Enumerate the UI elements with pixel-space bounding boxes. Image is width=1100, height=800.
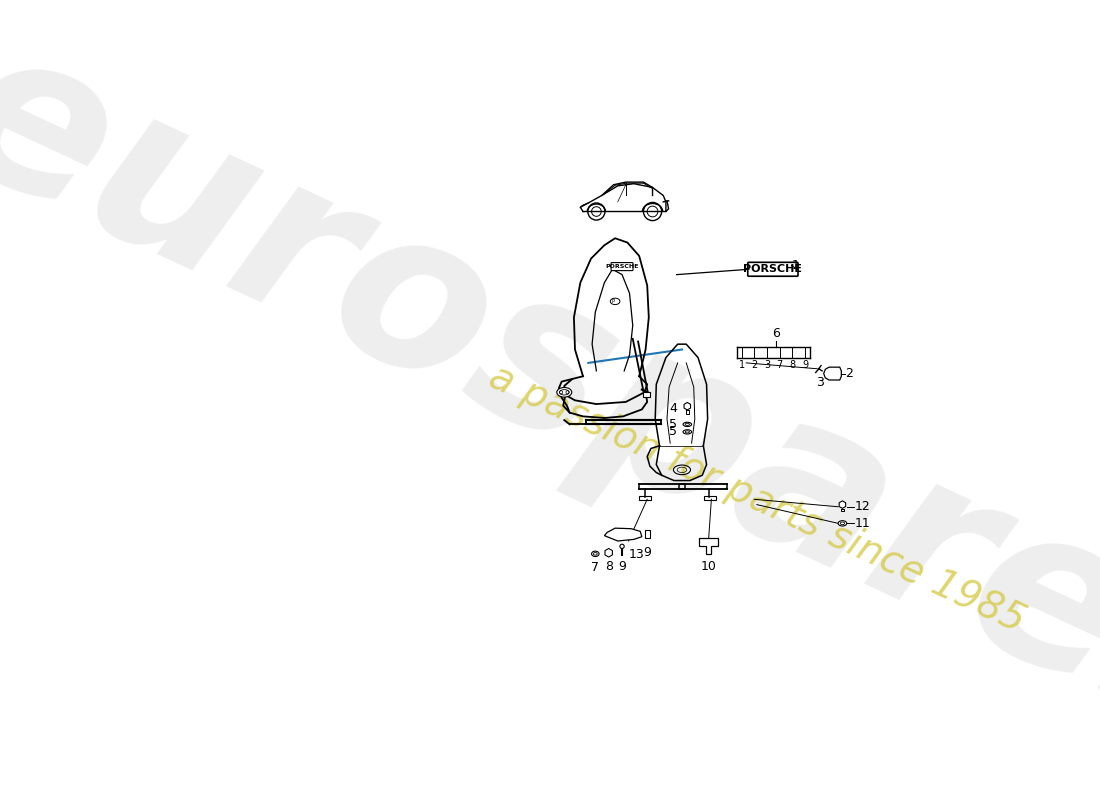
- Text: 2: 2: [751, 360, 758, 370]
- Text: 7: 7: [592, 562, 600, 574]
- FancyBboxPatch shape: [612, 262, 632, 270]
- Ellipse shape: [683, 430, 692, 434]
- Text: 3: 3: [816, 376, 824, 390]
- Ellipse shape: [592, 551, 600, 557]
- Text: 4: 4: [670, 402, 678, 415]
- Text: 1: 1: [792, 259, 800, 272]
- Ellipse shape: [840, 522, 845, 525]
- Text: 9: 9: [644, 546, 651, 559]
- Text: P: P: [612, 299, 615, 304]
- Text: 10: 10: [701, 560, 716, 574]
- Ellipse shape: [685, 423, 690, 426]
- Ellipse shape: [838, 521, 847, 526]
- Text: 9: 9: [618, 560, 626, 574]
- Bar: [642, 392, 650, 397]
- Text: 7: 7: [777, 360, 783, 370]
- Text: 13: 13: [628, 549, 645, 562]
- Text: eurospares: eurospares: [0, 4, 1100, 791]
- Text: 8: 8: [790, 360, 795, 370]
- Ellipse shape: [683, 422, 692, 426]
- Ellipse shape: [593, 553, 597, 555]
- Text: PORSCHE: PORSCHE: [744, 264, 802, 274]
- Circle shape: [620, 544, 624, 549]
- Text: 6: 6: [772, 327, 780, 341]
- Ellipse shape: [685, 431, 690, 433]
- Bar: [704, 496, 716, 500]
- Polygon shape: [824, 367, 842, 380]
- Text: PORSCHE: PORSCHE: [605, 264, 639, 269]
- Ellipse shape: [557, 387, 572, 397]
- Ellipse shape: [610, 298, 620, 305]
- Circle shape: [644, 202, 661, 221]
- Bar: [639, 496, 651, 500]
- Text: 5: 5: [669, 418, 676, 431]
- Text: 1: 1: [739, 360, 745, 370]
- Bar: [645, 530, 650, 538]
- Text: 9: 9: [802, 360, 808, 370]
- Text: 5: 5: [669, 426, 676, 438]
- Circle shape: [587, 203, 605, 220]
- Polygon shape: [700, 538, 718, 554]
- Text: 11: 11: [855, 517, 870, 530]
- Text: 8: 8: [605, 560, 613, 574]
- Text: 2: 2: [845, 367, 853, 380]
- FancyBboxPatch shape: [748, 262, 797, 276]
- Text: 3: 3: [764, 360, 770, 370]
- Text: 12: 12: [855, 500, 870, 514]
- Text: a passion for parts since 1985: a passion for parts since 1985: [483, 358, 1031, 641]
- Polygon shape: [604, 528, 641, 541]
